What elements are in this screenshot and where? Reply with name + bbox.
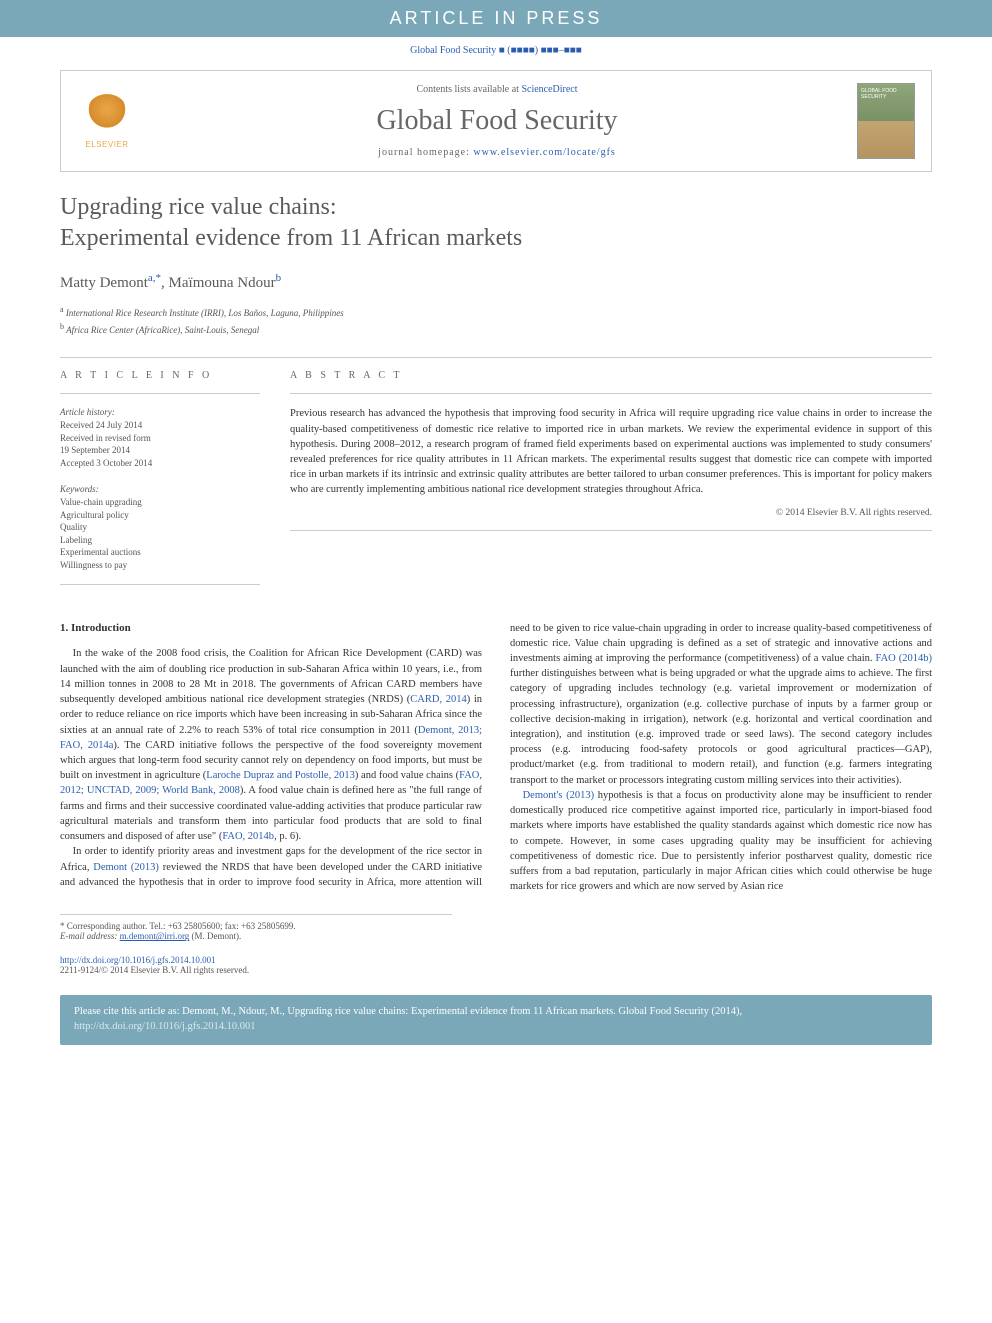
keyword-1: Value-chain upgrading [60,496,260,509]
doi-copyright-block: http://dx.doi.org/10.1016/j.gfs.2014.10.… [60,955,932,975]
email-suffix: (M. Demont). [189,931,241,941]
homepage-prefix: journal homepage: [378,147,473,158]
cite-text: Please cite this article as: Demont, M.,… [74,1006,742,1017]
title-line-1: Upgrading rice value chains: [60,194,337,220]
author-2-affil-mark: b [276,272,282,284]
main-text-columns: 1. Introduction In the wake of the 2008 … [60,621,932,895]
contents-available-line: Contents lists available at ScienceDirec… [137,84,857,95]
cite-as-box: Please cite this article as: Demont, M.,… [60,995,932,1044]
cite-doi-link[interactable]: http://dx.doi.org/10.1016/j.gfs.2014.10.… [74,1021,256,1032]
abstract-text: Previous research has advanced the hypot… [290,406,932,497]
affiliation-a: a International Rice Research Institute … [60,304,932,321]
p3-b: further distinguishes between what is be… [510,668,932,786]
keyword-2: Agricultural policy [60,509,260,522]
keyword-4: Labeling [60,534,260,547]
received-date: Received 24 July 2014 [60,419,260,432]
abstract-heading: A B S T R A C T [290,370,932,381]
author-separator: , [161,275,169,291]
affiliation-b-text: Africa Rice Center (AfricaRice), Saint-L… [66,325,259,335]
journal-homepage-line: journal homepage: www.elsevier.com/locat… [137,147,857,158]
elsevier-tree-icon [85,94,129,138]
author-2-name: Maïmouna Ndour [169,275,276,291]
elsevier-logo: ELSEVIER [77,86,137,156]
journal-name: Global Food Security [137,105,857,137]
citation-stub: Global Food Security ■ (■■■■) ■■■–■■■ [0,37,992,64]
abstract-block: A B S T R A C T Previous research has ad… [290,370,932,596]
sciencedirect-link[interactable]: ScienceDirect [521,84,577,95]
divider-abstract-1 [290,393,932,394]
divider-top [60,357,932,358]
ref-fao-2014b[interactable]: FAO, 2014b [222,831,274,842]
keyword-5: Experimental auctions [60,546,260,559]
email-line: E-mail address: m.demont@irri.org (M. De… [60,931,452,941]
journal-header: ELSEVIER Contents lists available at Sci… [60,70,932,172]
email-label: E-mail address: [60,931,120,941]
affiliations: a International Rice Research Institute … [60,304,932,337]
divider-info-2 [60,584,260,585]
paragraph-4: Demont's (2013) hypothesis is that a foc… [510,788,932,895]
accepted-date: Accepted 3 October 2014 [60,457,260,470]
article-history-label: Article history: [60,406,260,419]
issn-copyright: 2211-9124/© 2014 Elsevier B.V. All right… [60,965,932,975]
title-line-2: Experimental evidence from 11 African ma… [60,225,522,251]
ref-laroche-2013[interactable]: Laroche Dupraz and Postolle, 2013 [206,770,355,781]
divider-abstract-2 [290,530,932,531]
journal-cover-label: GLOBAL FOOD SECURITY [861,88,914,100]
journal-cover-thumbnail: GLOBAL FOOD SECURITY [857,83,915,159]
keywords-block: Keywords: Value-chain upgrading Agricult… [60,483,260,571]
elsevier-label: ELSEVIER [85,140,128,149]
revised-line-1: Received in revised form [60,432,260,445]
ref-demont-2013-a[interactable]: Demont (2013) [93,862,159,873]
author-1-affil-mark: a, [148,272,156,284]
abstract-copyright: © 2014 Elsevier B.V. All rights reserved… [290,508,932,518]
article-title: Upgrading rice value chains: Experimenta… [60,192,932,254]
author-1-name: Matty Demont [60,275,148,291]
authors-line: Matty Demonta,*, Maïmouna Ndourb [60,272,932,292]
p1-d: ) and food value chains ( [355,770,459,781]
article-in-press-banner: ARTICLE IN PRESS [0,0,992,37]
section-1-heading: 1. Introduction [60,621,482,637]
divider-info-1 [60,393,260,394]
keyword-3: Quality [60,521,260,534]
corresponding-author-note: * Corresponding author. Tel.: +63 258056… [60,921,452,931]
ref-demonts-2013[interactable]: Demont's (2013) [523,790,594,801]
affiliation-b: b Africa Rice Center (AfricaRice), Saint… [60,321,932,338]
ref-fao-2014b-2[interactable]: FAO (2014b) [876,653,932,664]
email-link[interactable]: m.demont@irri.org [120,931,190,941]
p4-a: hypothesis is that a focus on productivi… [510,790,932,892]
article-info-heading: A R T I C L E I N F O [60,370,260,381]
ref-card-2014[interactable]: CARD, 2014 [410,694,466,705]
affiliation-a-text: International Rice Research Institute (I… [66,308,344,318]
keywords-label: Keywords: [60,483,260,496]
homepage-link[interactable]: www.elsevier.com/locate/gfs [473,147,615,158]
info-abstract-row: A R T I C L E I N F O Article history: R… [60,370,932,596]
keyword-6: Willingness to pay [60,559,260,572]
doi-link[interactable]: http://dx.doi.org/10.1016/j.gfs.2014.10.… [60,955,216,965]
p1-f: , p. 6). [274,831,301,842]
article-info-block: A R T I C L E I N F O Article history: R… [60,370,260,596]
journal-header-center: Contents lists available at ScienceDirec… [137,84,857,158]
footnotes: * Corresponding author. Tel.: +63 258056… [60,914,452,941]
contents-prefix: Contents lists available at [416,84,521,95]
paragraph-1: In the wake of the 2008 food crisis, the… [60,646,482,844]
revised-line-2: 19 September 2014 [60,444,260,457]
